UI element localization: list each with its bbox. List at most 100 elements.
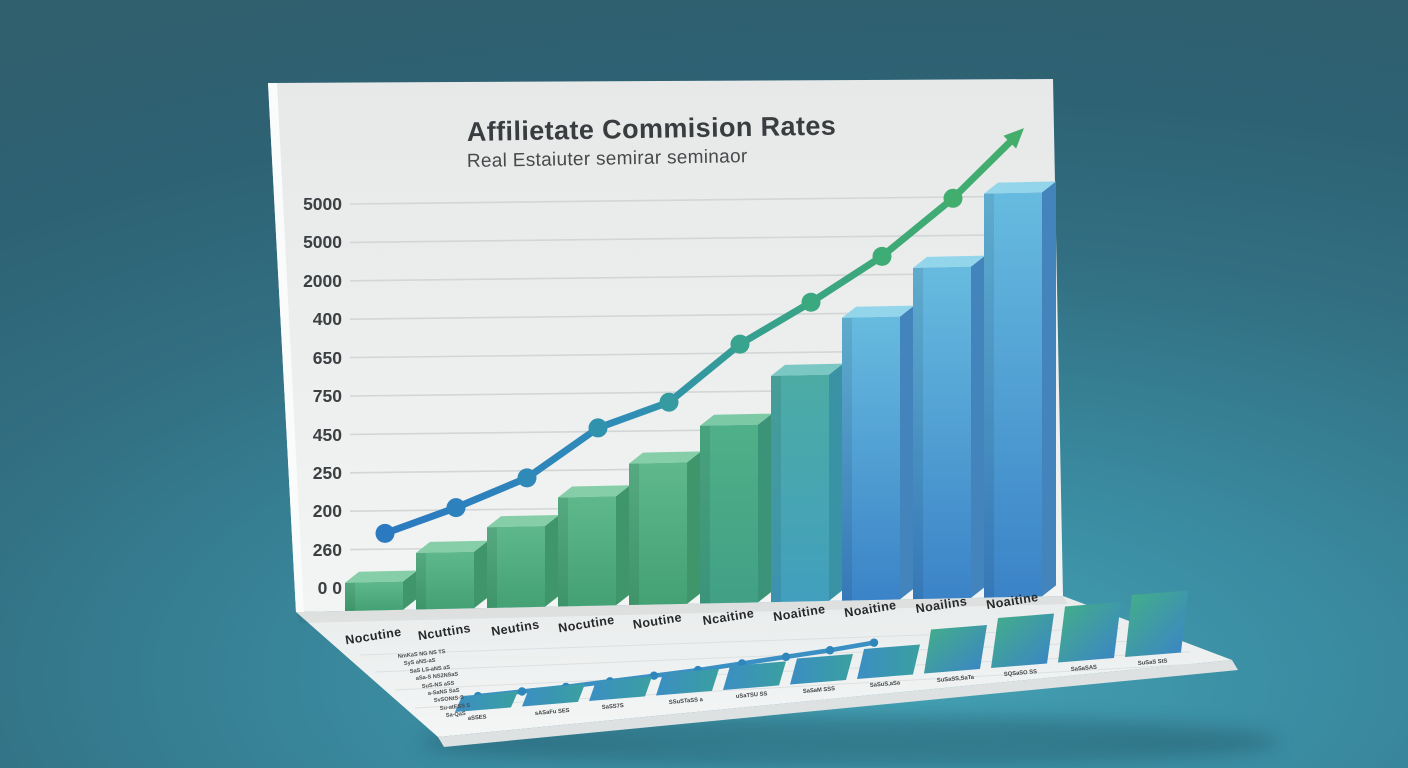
bar-left-shade [984,193,994,598]
bar-left-shade [558,497,568,607]
line-marker [517,468,537,488]
floor-bar-label: SaSS7S [602,703,624,711]
floor-axis-label: SvSONtS-S [434,695,465,704]
bar-front-face [771,374,829,603]
floor-bar-label: SuSaSS,SaTa [937,675,975,684]
bar-front-face [558,496,616,607]
floor-bar-label: SaSaM SSS [803,686,836,695]
bar-top-face [700,413,772,426]
line-marker [446,498,466,518]
trend-line-series [375,128,1024,543]
floor-line-marker [781,652,791,662]
bar-top-face [842,305,914,318]
floor-cell [857,644,920,680]
y-tick-label: 2000 [303,271,342,291]
floor-cell [991,613,1054,669]
bar-front-face [842,316,900,601]
bar-side-face [829,363,843,601]
bar-top-face [771,363,843,376]
bar-top-face [984,181,1056,194]
bar-side-face [545,514,559,607]
bar-top-face [629,451,701,464]
chart-subtitle: Real Estaiuter semirar seminaor [467,146,748,172]
line-marker [588,418,608,438]
floor-axis-label: a-SaNS SaS [428,688,460,697]
floor-cell [790,653,853,685]
bar-side-face [616,485,630,606]
bar-front-face [984,192,1042,598]
line-marker [801,292,821,312]
bar-front-face [629,462,687,606]
floor-line-marker [649,671,659,680]
line-marker [872,246,892,266]
y-tick-label: 650 [313,348,342,368]
y-axis-labels: 5000 5000 2000 400 650 750 450 250 200 2… [303,194,342,598]
bar-side-face [900,305,914,600]
line-marker [659,392,679,412]
bar-top-face [345,570,417,583]
floor-cell [522,683,585,707]
bar-top-face [558,485,630,498]
line-marker [375,523,395,543]
bar-side-face [971,255,985,598]
chart-title: Affilietate Commision Rates [467,111,837,147]
y-tick-label: 200 [313,501,342,521]
bar-side-face [687,451,701,604]
bar-left-shade [842,317,852,601]
bar-front-face [345,581,403,611]
bar-side-face [403,570,417,610]
bar-left-shade [416,552,426,610]
line-marker [730,334,750,354]
floor-line-marker [517,687,527,696]
y-tick-label: 0 0 [318,578,343,598]
bar-left-shade [345,582,355,611]
floor-bar-label: SSuSTaSS a [669,697,704,706]
y-tick-label: 400 [313,309,342,329]
bar-left-shade [771,375,781,603]
y-tick-label: 450 [313,425,342,445]
fold-shadow [296,596,1068,623]
floor-bar-labels: aSSES sASaFu SES SaSS7S SSuSTaSS a uSaTS… [468,658,1168,722]
floor-line-marker [825,646,835,655]
bar-top-face [487,514,559,528]
floor-axis-labels: NmKaS NG NS TS SyS aNS-aS SaS LS-aNS aS … [398,649,471,719]
bar-side-face [474,540,488,609]
bar-left-shade [700,425,710,604]
floor-bar-label: aSSES [468,714,487,722]
bar-side-face [1042,181,1056,597]
paper-left-edge-highlight [268,83,304,612]
bar-front-face [487,525,545,609]
trend-line [381,138,1014,537]
floor-bar-label: SaSuS,aSa [870,680,901,689]
floor-cell [924,624,987,674]
floor-bar-label: SaSaSAS [1071,665,1098,673]
floor-bar-label: SuSaS StS [1138,658,1168,667]
floor-cell [455,691,518,712]
floor-bar-label: sASaFu SES [535,708,570,717]
bar-top-face [416,540,488,553]
floor-cell [723,661,786,691]
gridline [349,233,1041,244]
floor-front-edge [438,660,1238,747]
floor-gradient-cells [455,590,1188,712]
gridline [349,195,1041,205]
floor-axis-label: NmKaS NG NS TS [398,649,446,660]
floor-axis-label: SaS LS-aNS aS [410,665,451,675]
bar-side-face [758,413,772,603]
floor-bar-label: SQSaSO SS [1004,669,1038,678]
line-marker [943,188,963,208]
y-tick-label: 260 [313,540,342,560]
floor-cell [1058,601,1121,663]
floor-axis-label: aSa-S NS2NSaS [416,672,459,682]
floor-line-marker [869,638,879,647]
floor-cell [656,668,719,696]
y-tick-label: 750 [313,386,342,406]
floor-axis-label: Sa-QaS [446,711,467,719]
y-tick-label: 250 [313,463,342,483]
bar-left-shade [913,267,923,600]
floor-cell [1125,590,1188,658]
y-tick-label: 5000 [303,232,342,252]
floor-axis-label: SuS-NS aSS [422,681,455,690]
